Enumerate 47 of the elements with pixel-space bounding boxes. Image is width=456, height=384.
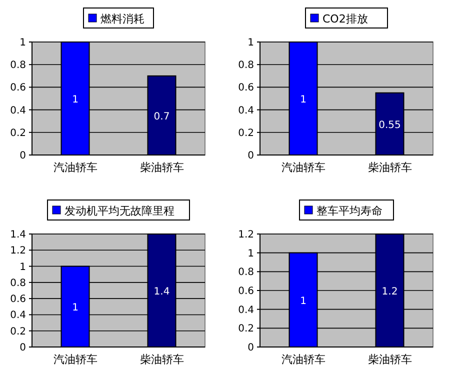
y-tick-label: 0.6 [10,82,26,94]
y-tick-label: 1 [248,38,254,48]
x-tick-label: 汽油轿车 [53,353,98,366]
y-tick-label: 0.6 [10,294,26,306]
y-tick-label: 0.2 [10,128,26,139]
legend-label: 整车平均寿命 [316,204,382,218]
data-label: 1 [300,296,306,307]
x-tick-label: 柴油轿车 [368,161,412,174]
y-tick-label: 1.2 [10,246,26,257]
y-tick-label: 0.2 [10,326,26,338]
legend-label: 燃料消耗 [100,12,144,26]
y-tick-label: 0.2 [238,128,254,139]
x-tick-label: 柴油轿车 [140,353,184,366]
data-label: 1 [72,94,78,106]
x-tick-label: 柴油轿车 [368,353,412,366]
y-tick-label: 0.2 [238,324,254,335]
y-tick-label: 0.8 [10,60,26,72]
data-label: 0.55 [378,120,401,131]
data-label: 1.4 [154,286,170,298]
y-tick-label: 1.4 [10,230,26,240]
y-tick-label: 0.6 [238,82,254,94]
y-tick-label: 0 [20,342,26,354]
legend-label: 发动机平均无故障里程 [64,204,174,218]
y-tick-label: 1.2 [238,230,254,240]
x-tick-label: 汽油轿车 [281,161,326,174]
x-tick-label: 汽油轿车 [53,161,98,174]
y-tick-label: 0 [248,150,254,162]
y-tick-label: 0 [20,150,26,162]
y-tick-label: 0.4 [10,105,26,116]
legend-label: CO2排放 [322,12,368,26]
y-tick-label: 0.8 [238,267,254,278]
y-tick-label: 0.6 [238,286,254,297]
y-tick-label: 1 [20,38,26,48]
data-label: 1 [300,94,306,106]
y-tick-label: 0.4 [238,105,254,116]
x-tick-label: 柴油轿车 [140,161,184,174]
y-tick-label: 0.4 [10,310,26,322]
data-label: 1.2 [382,286,398,298]
y-tick-label: 1 [248,248,254,260]
data-label: 1 [72,302,78,314]
x-tick-label: 汽油轿车 [281,353,326,366]
y-tick-label: 0 [248,342,254,354]
y-tick-label: 1 [20,262,26,273]
y-tick-label: 0.4 [238,304,254,316]
y-tick-label: 0.8 [10,278,26,289]
y-tick-label: 0.8 [238,60,254,72]
data-label: 0.7 [154,111,170,122]
